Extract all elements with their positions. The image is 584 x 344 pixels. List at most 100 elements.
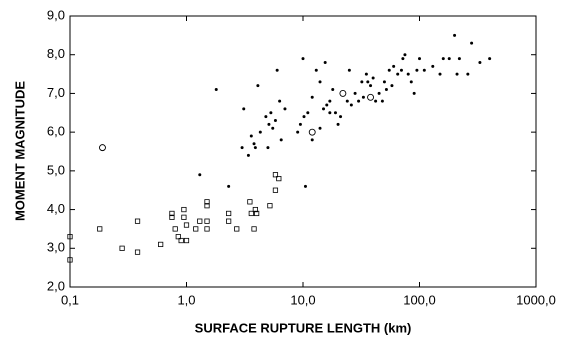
- point: [247, 199, 253, 205]
- point: [97, 226, 103, 232]
- point: [279, 138, 283, 142]
- point: [357, 99, 361, 103]
- point: [271, 126, 275, 130]
- point: [470, 41, 474, 45]
- point: [264, 115, 268, 119]
- point: [254, 210, 260, 217]
- point: [273, 119, 277, 123]
- point: [310, 95, 314, 99]
- point: [134, 218, 141, 224]
- point: [175, 234, 181, 240]
- point: [183, 237, 190, 244]
- point: [258, 130, 262, 134]
- point: [412, 91, 416, 95]
- point: [322, 107, 326, 111]
- point: [214, 88, 218, 92]
- point: [248, 210, 254, 217]
- point: [384, 88, 388, 92]
- point: [204, 199, 210, 205]
- point: [99, 144, 106, 152]
- point: [181, 214, 187, 220]
- x-tick-label: 1,0: [177, 292, 195, 307]
- point: [325, 103, 329, 107]
- point: [310, 138, 314, 142]
- point: [318, 126, 322, 130]
- point: [67, 234, 73, 240]
- point: [276, 175, 282, 182]
- point: [374, 99, 378, 103]
- point: [267, 122, 271, 126]
- point: [336, 122, 340, 126]
- point: [298, 122, 302, 126]
- point: [457, 57, 461, 61]
- point: [242, 107, 246, 111]
- point: [418, 57, 421, 61]
- point: [204, 203, 210, 209]
- point: [488, 57, 492, 61]
- point: [323, 60, 327, 64]
- point: [240, 146, 244, 150]
- point: [371, 76, 375, 80]
- point: [369, 84, 373, 88]
- point: [67, 257, 73, 263]
- point: [272, 172, 279, 178]
- y-axis-label: MOMENT MAGNITUDE: [12, 81, 27, 221]
- point: [172, 226, 178, 232]
- y-tick-label: 5,0: [47, 162, 65, 177]
- point: [272, 187, 279, 193]
- point: [234, 226, 240, 232]
- point: [360, 80, 364, 84]
- point: [266, 146, 270, 150]
- point: [253, 146, 257, 150]
- point: [197, 218, 203, 224]
- x-axis-label: SURFACE RUPTURE LENGTH (km): [195, 320, 412, 335]
- y-tick-label: 9,0: [47, 7, 65, 22]
- point: [345, 99, 349, 103]
- point: [390, 84, 394, 88]
- point: [403, 53, 407, 57]
- x-tick-label: 0,1: [61, 292, 79, 307]
- point: [339, 89, 347, 97]
- point: [392, 64, 396, 68]
- point: [431, 64, 435, 68]
- point: [308, 128, 316, 136]
- point: [252, 206, 258, 213]
- point: [181, 206, 187, 213]
- point: [226, 218, 232, 224]
- x-tick-label: 1000,0: [516, 292, 556, 307]
- point: [198, 173, 202, 177]
- point: [478, 60, 482, 64]
- point: [158, 241, 164, 248]
- point: [302, 115, 306, 119]
- point: [366, 80, 370, 84]
- point: [333, 111, 337, 115]
- point: [387, 68, 391, 72]
- point: [455, 72, 459, 76]
- x-tick-label: 100,0: [403, 292, 436, 307]
- x-tick-label: 10,0: [290, 292, 315, 307]
- point: [256, 84, 260, 88]
- point: [178, 237, 184, 244]
- point: [204, 218, 210, 224]
- point: [438, 72, 442, 76]
- point: [361, 95, 365, 99]
- point: [377, 91, 381, 95]
- y-tick-label: 7,0: [47, 85, 65, 100]
- y-tick-label: 2,0: [47, 278, 65, 293]
- point: [367, 93, 374, 101]
- point: [364, 72, 368, 76]
- point: [466, 72, 470, 76]
- point: [349, 103, 353, 107]
- y-tick-label: 8,0: [47, 46, 65, 61]
- point: [275, 68, 279, 72]
- y-tick-label: 4,0: [47, 201, 65, 216]
- point: [422, 68, 426, 72]
- point: [303, 184, 307, 188]
- point: [267, 203, 273, 209]
- plot-frame: [69, 15, 537, 288]
- point: [318, 80, 322, 84]
- point: [314, 68, 318, 72]
- point: [447, 57, 451, 61]
- point: [169, 210, 175, 217]
